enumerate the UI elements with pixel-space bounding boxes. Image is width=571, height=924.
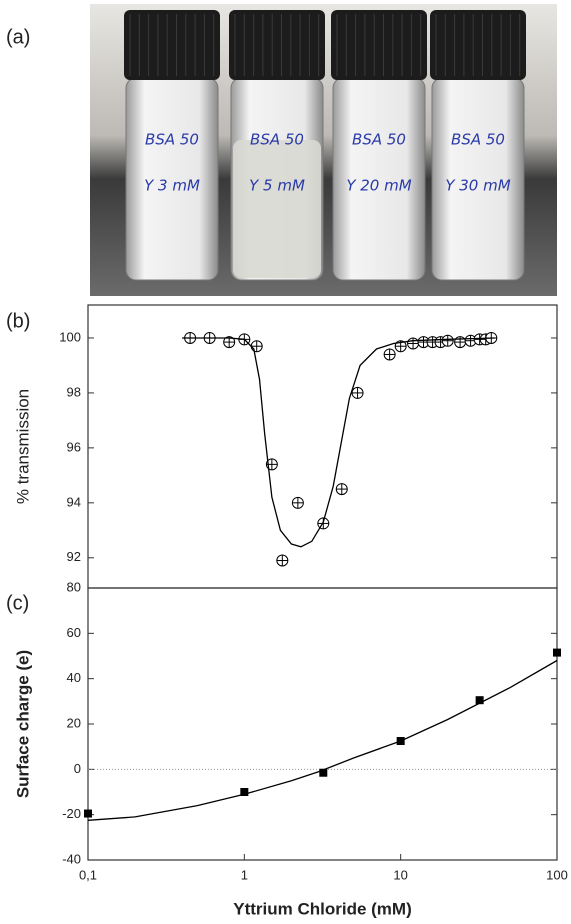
vial-cap [430, 10, 526, 80]
x-tick-label: 100 [546, 867, 568, 882]
y-axis-label: Surface charge (e) [13, 650, 32, 798]
x-tick-label: 1 [241, 867, 248, 882]
data-point [84, 809, 92, 818]
fit-line [87, 659, 558, 821]
y-tick-label: 98 [67, 384, 81, 399]
data-point [351, 386, 364, 399]
y-tick-label: 100 [59, 329, 81, 344]
plot-frame [87, 587, 558, 861]
panel-label: (b) [6, 310, 30, 332]
plot-frame [87, 304, 558, 589]
fit-line [182, 337, 495, 548]
charts: 92 94 96 98 100 % transmission -40 -20 0 20 40 60 80… [13, 304, 568, 918]
vial-label: BSA 50 [352, 131, 406, 149]
vial-label: BSA 50 [145, 131, 199, 149]
y-tick-label: 92 [67, 549, 81, 564]
x-tick-label: 10 [393, 867, 407, 882]
y-axis-label: % transmission [13, 389, 32, 504]
vial-cap [124, 10, 220, 80]
y-tick-label: 0 [74, 761, 81, 776]
vial-label: BSA 50 [451, 131, 505, 149]
data-point [291, 496, 304, 509]
data-point [319, 768, 328, 777]
data-point [335, 483, 348, 496]
data-point [441, 334, 454, 347]
data-point [475, 696, 484, 705]
vial-label: Y 20 mM [346, 177, 411, 195]
x-tick-label: 0,1 [79, 867, 97, 882]
data-point [276, 554, 289, 567]
y-tick-label: 96 [67, 439, 81, 454]
vial-label: BSA 50 [250, 131, 304, 149]
vial-cap [229, 10, 325, 80]
panel-label: (c) [6, 592, 29, 614]
y-tick-label: 94 [67, 494, 81, 509]
data-point [240, 788, 249, 796]
y-tick-label: -20 [62, 806, 81, 821]
y-tick-label: 60 [67, 625, 81, 640]
turbid-liquid [233, 140, 321, 278]
x-axis-label: Yttrium Chloride (mM) [233, 899, 412, 918]
photo: BSA 50 Y 3 mM BSA 50 Y 5 mM BSA 50 Y 20 mM BSA… [90, 4, 557, 296]
data-point [407, 337, 420, 350]
vial-label: Y 30 mM [445, 177, 510, 195]
vial-cap [331, 10, 427, 80]
y-tick-label: 20 [67, 715, 81, 730]
vial-label: Y 3 mM [144, 177, 200, 195]
data-point [553, 648, 561, 657]
y-tick-label: 80 [67, 579, 81, 594]
vial-label: Y 5 mM [249, 177, 305, 195]
data-point [250, 340, 263, 353]
data-point [383, 348, 396, 361]
y-tick-label: 40 [67, 670, 81, 685]
panel-label: (a) [6, 26, 30, 48]
y-tick-label: -40 [62, 851, 81, 866]
